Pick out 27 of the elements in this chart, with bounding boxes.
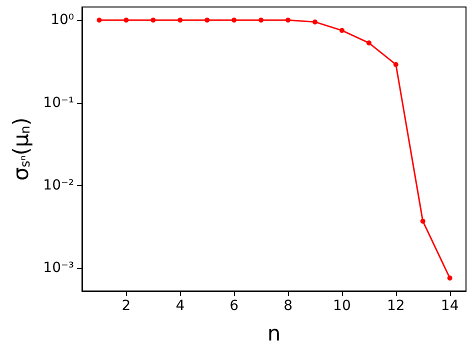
y-tick-label: 10⁻²: [43, 177, 74, 194]
point: [124, 18, 129, 23]
x-axis-title: n: [267, 322, 281, 346]
point: [312, 19, 318, 24]
point: [178, 18, 183, 23]
point: [150, 18, 156, 23]
point: [232, 18, 237, 23]
point: [96, 18, 102, 23]
x-tick-label: 4: [176, 298, 185, 314]
point: [258, 18, 264, 23]
x-tick-label: 12: [386, 298, 405, 314]
point: [204, 18, 210, 23]
x-tick-label: 10: [333, 298, 351, 314]
y-axis-title: σsⁿ(μn): [8, 117, 34, 181]
y-tick-label: 10⁰: [50, 12, 74, 28]
x-tick-label: 14: [440, 298, 459, 314]
point: [366, 40, 372, 46]
point: [393, 62, 398, 68]
x-tick-label: 8: [284, 298, 292, 314]
x-tick-label: 6: [230, 298, 239, 314]
x-tick-label: 2: [122, 298, 131, 314]
point: [339, 28, 344, 33]
y-tick-label: 10⁻³: [43, 260, 74, 276]
point: [447, 276, 452, 281]
point: [286, 18, 291, 23]
point: [420, 218, 426, 224]
y-tick-label: 10⁻¹: [43, 94, 74, 111]
